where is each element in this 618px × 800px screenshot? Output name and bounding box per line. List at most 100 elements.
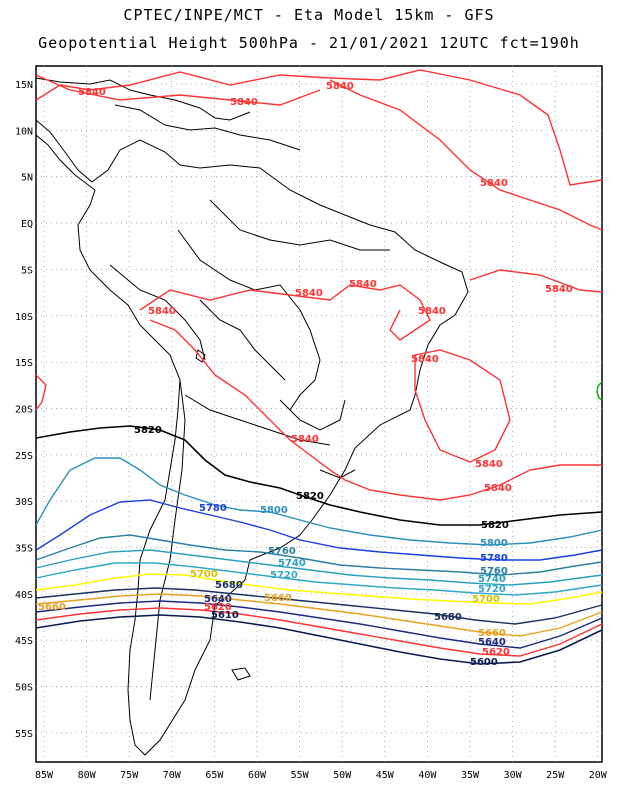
lat-tick-label: 5N xyxy=(21,173,33,184)
lat-tick-label: 15S xyxy=(15,358,33,369)
label-5740-b: 5740 xyxy=(478,574,506,585)
label-5720-a: 5720 xyxy=(270,570,298,581)
label-5840-d: 5840 xyxy=(480,178,508,189)
lon-tick-label: 60W xyxy=(248,770,267,781)
label-5610: 5610 xyxy=(211,610,239,621)
lon-tick-label: 80W xyxy=(78,770,97,781)
label-5800-a: 5800 xyxy=(260,505,288,516)
lon-tick-label: 75W xyxy=(120,770,139,781)
label-5800-b: 5800 xyxy=(480,538,508,549)
border-bolivia xyxy=(199,299,286,381)
label-5660-a: 5660 xyxy=(38,602,66,613)
label-5820-c: 5820 xyxy=(481,520,509,531)
border-paraguay xyxy=(279,399,346,431)
lat-tick-label: 40S xyxy=(15,590,33,601)
lat-tick-label: 15N xyxy=(15,80,33,91)
lat-tick-label: 30S xyxy=(15,497,33,508)
lon-tick-label: 65W xyxy=(205,770,224,781)
falklands xyxy=(231,667,251,681)
contour-5680 xyxy=(35,587,603,625)
contour-5720 xyxy=(35,562,603,596)
label-5840-c: 5840 xyxy=(326,81,354,92)
lat-tick-label: 35S xyxy=(15,544,33,555)
lat-tick-label: 55S xyxy=(15,729,33,740)
label-5840-b: 5840 xyxy=(230,97,258,108)
lon-tick-label: 40W xyxy=(418,770,437,781)
contour-5840-nw xyxy=(35,74,321,106)
contour-5700 xyxy=(35,573,603,605)
lat-tick-label: EQ xyxy=(21,219,33,230)
south-america-coast xyxy=(35,119,469,756)
contour-green-fragment xyxy=(596,381,603,401)
contour-5620 xyxy=(35,607,603,657)
coastline xyxy=(35,77,469,756)
label-5840-a: 5840 xyxy=(78,87,106,98)
contour-5780 xyxy=(35,499,603,561)
label-5600: 5600 xyxy=(470,657,498,668)
border-peru xyxy=(109,264,206,361)
graticule xyxy=(36,66,602,762)
lon-tick-label: 85W xyxy=(35,770,54,781)
contour-5840-central xyxy=(139,284,431,341)
lon-tick-label: 50W xyxy=(333,770,352,781)
lat-tick-label: 45S xyxy=(15,636,33,647)
label-5840-i: 5840 xyxy=(418,306,446,317)
border-chile xyxy=(149,379,186,701)
label-5660-c: 5660 xyxy=(478,628,506,639)
label-5680-a: 5680 xyxy=(215,580,243,591)
chart-subtitle: Geopotential Height 500hPa - 21/01/2021 … xyxy=(38,34,580,52)
label-5840-f: 5840 xyxy=(295,288,323,299)
lat-tick-label: 50S xyxy=(15,683,33,694)
contour-5820 xyxy=(35,425,603,526)
label-5640-a: 5640 xyxy=(204,594,232,605)
border-brazil-w xyxy=(177,229,321,411)
lat-tick-label: 20S xyxy=(15,404,33,415)
lat-tick-label: 10S xyxy=(15,312,33,323)
label-5840-g: 5840 xyxy=(349,279,377,290)
label-5780-b: 5780 xyxy=(480,553,508,564)
contour-5840-west xyxy=(35,374,47,411)
label-5760-b: 5760 xyxy=(480,566,508,577)
label-5840-j: 5840 xyxy=(411,354,439,365)
label-5700-b: 5700 xyxy=(472,594,500,605)
label-5820-a: 5820 xyxy=(134,425,162,436)
label-5640-b: 5640 xyxy=(478,637,506,648)
label-5700-a: 5700 xyxy=(190,569,218,580)
contour-5740 xyxy=(35,549,603,586)
label-5840-m: 5840 xyxy=(484,483,512,494)
caribbean-coast xyxy=(114,104,301,151)
axis-ticks: 15N 10N 5N EQ 5S 10S 15S 20S 25S 30S 35S 40S 45S 50S 5… xyxy=(15,80,608,781)
label-5780-a: 5780 xyxy=(199,503,227,514)
label-5660-b: 5660 xyxy=(264,593,292,604)
contour-5840-east xyxy=(414,349,511,463)
lake-titicaca xyxy=(195,349,206,363)
contour-5840-inner xyxy=(149,319,602,501)
lon-tick-label: 30W xyxy=(504,770,523,781)
label-5840-e: 5840 xyxy=(545,284,573,295)
border-argentina xyxy=(184,394,331,446)
contour-5600 xyxy=(35,614,603,665)
label-5840-k: 5840 xyxy=(291,434,319,445)
lon-tick-label: 55W xyxy=(291,770,310,781)
lat-tick-label: 10N xyxy=(15,126,33,137)
label-5620-a: 5620 xyxy=(204,602,232,613)
lon-tick-label: 35W xyxy=(461,770,480,781)
label-5840-l: 5840 xyxy=(475,459,503,470)
lon-tick-label: 20W xyxy=(589,770,608,781)
contour-labels: 5840 5840 5840 5840 5840 5840 5840 5840 … xyxy=(38,81,573,668)
lon-tick-label: 45W xyxy=(376,770,395,781)
label-5680-b: 5680 xyxy=(434,612,462,623)
contour-5660 xyxy=(35,593,603,637)
label-5620-b: 5620 xyxy=(482,647,510,658)
contour-5760 xyxy=(35,534,603,576)
label-5760-a: 5760 xyxy=(268,546,296,557)
contour-5840-north xyxy=(35,69,603,186)
contour-5640 xyxy=(35,600,603,649)
label-5840-h: 5840 xyxy=(148,306,176,317)
label-5740-a: 5740 xyxy=(278,558,306,569)
contour-5840-ne xyxy=(469,269,603,293)
chart-title: CPTEC/INPE/MCT - Eta Model 15km - GFS xyxy=(123,6,495,24)
label-5820-b: 5820 xyxy=(296,491,324,502)
contour-5840-atlantic xyxy=(329,79,603,231)
